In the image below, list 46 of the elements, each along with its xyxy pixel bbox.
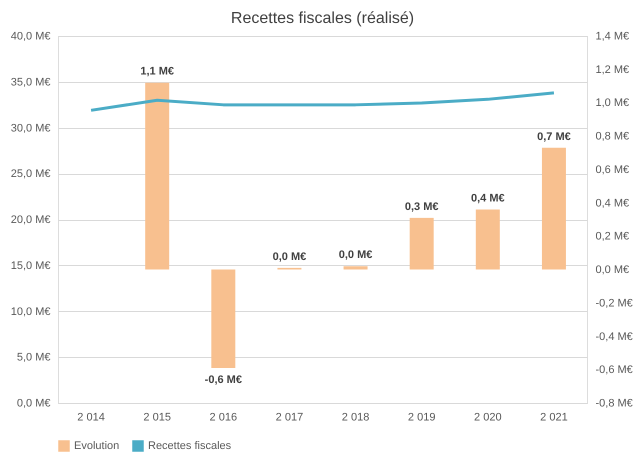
y2-tick-label: -0,6 M€ <box>596 364 633 376</box>
y-tick-label: 35,0 M€ <box>10 76 50 88</box>
y2-tick-label: -0,8 M€ <box>596 398 633 410</box>
y2-tick-label: 1,0 M€ <box>596 97 630 110</box>
legend-label: Evolution <box>74 440 120 452</box>
y2-tick-label: 0,8 M€ <box>596 130 630 143</box>
y-tick-label: 5,0 M€ <box>16 352 50 364</box>
bar <box>410 218 434 270</box>
y-tick-label: 15,0 M€ <box>10 260 50 272</box>
y-tick-label: 40,0 M€ <box>10 30 50 42</box>
bar <box>211 270 236 368</box>
bar <box>542 148 566 270</box>
bar <box>476 209 500 270</box>
y2-tick-label: -0,2 M€ <box>596 297 633 310</box>
y2-tick-label: 1,4 M€ <box>596 30 630 42</box>
y2-tick-label: 0,0 M€ <box>596 264 630 276</box>
y-tick-label: 10,0 M€ <box>10 306 50 318</box>
data-label: 0,4 M€ <box>470 192 505 204</box>
y2-tick-label: 0,2 M€ <box>596 230 630 243</box>
y2-tick-label: -0,4 M€ <box>596 330 633 343</box>
x-tick-label: 2 016 <box>210 412 238 424</box>
x-tick-label: 2 014 <box>77 412 105 424</box>
y2-tick-label: 0,6 M€ <box>596 164 630 176</box>
bar <box>344 266 368 270</box>
y-tick-label: 20,0 M€ <box>10 214 50 226</box>
x-tick-label: 2 020 <box>474 412 502 424</box>
x-tick-label: 2 018 <box>342 412 370 424</box>
chart-title: Recettes fiscales (réalisé) <box>230 10 414 27</box>
data-label: 0,0 M€ <box>338 249 372 262</box>
data-label: 0,3 M€ <box>404 200 439 213</box>
data-label: 0,0 M€ <box>272 250 306 263</box>
x-tick-label: 2 015 <box>143 412 171 424</box>
legend-label: Recettes fiscales <box>148 440 232 452</box>
y-tick-label: 0,0 M€ <box>16 398 50 410</box>
data-label: 1,1 M€ <box>140 66 174 78</box>
x-tick-label: 2 017 <box>276 412 304 424</box>
y-tick-label: 30,0 M€ <box>10 122 50 134</box>
y2-tick-label: 1,2 M€ <box>596 64 630 76</box>
line-series <box>90 91 556 112</box>
x-tick-label: 2 019 <box>408 412 436 424</box>
y-tick-label: 25,0 M€ <box>10 168 50 180</box>
data-label: -0,6 M€ <box>204 374 242 386</box>
y2-tick-label: 0,4 M€ <box>596 197 630 210</box>
x-tick-label: 2 021 <box>540 412 568 424</box>
bar <box>145 82 170 270</box>
data-label: 0,7 M€ <box>537 130 571 143</box>
